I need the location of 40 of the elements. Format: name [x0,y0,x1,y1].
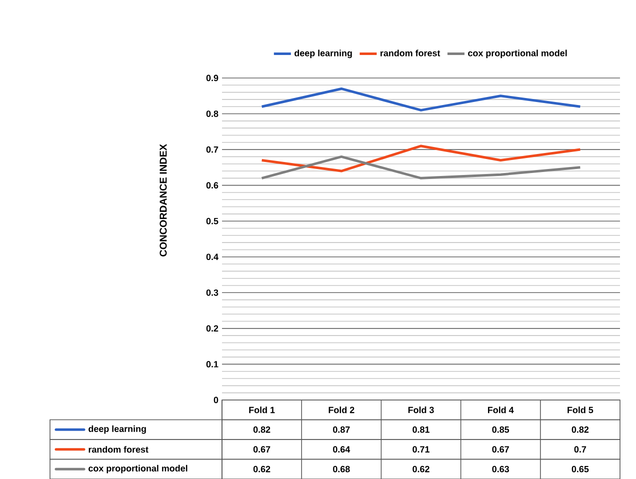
text: cox proportional model [88,464,188,474]
data-label: 0.71 [412,446,430,453]
data-label: 0.81 [412,426,430,433]
x-tick-label: Fold 1 [249,406,275,414]
text: deep learning [88,425,146,434]
y-tick-label: 0.1 [206,361,218,368]
data-label: 0.87 [333,426,350,433]
data-label: 0.67 [253,446,270,453]
data-label: 0.62 [412,466,430,472]
data-label: 0.82 [253,426,270,433]
y-tick-label: 0.2 [206,325,218,332]
y-tick-label: 0.5 [206,218,218,224]
line-series [260,155,582,180]
x-tick-label: Fold 5 [568,406,594,414]
x-tick-label: Fold 3 [408,406,434,414]
y-tick-label: 0.4 [206,254,218,260]
data-label: 0.64 [333,446,350,453]
y-tick-label: 0 [214,396,218,404]
y-axis-title: CONCORDANCE INDEX [160,144,167,256]
data-label: 0.85 [492,426,510,433]
line-series [260,87,582,112]
legend-label: random forest [380,50,440,56]
y-tick-label: 0.7 [206,146,218,153]
line-series [260,144,582,172]
legend-label: deep learning [294,50,352,58]
x-tick-label: Fold 4 [488,406,514,414]
data-label: 0.7 [574,446,586,453]
data-label: 0.82 [572,426,589,433]
data-label: 0.68 [333,466,350,472]
y-tick-label: 0.6 [206,182,218,188]
data-label: 0.63 [492,466,509,472]
y-tick-label: 0.3 [206,289,218,296]
data-label: 0.62 [253,466,270,472]
y-tick-label: 0.9 [206,74,218,82]
data-label: 0.67 [492,446,509,453]
legend-label: cox proportional model [468,50,567,58]
text: random forest [88,446,148,453]
data-label: 0.65 [572,466,589,472]
y-tick-label: 0.8 [206,110,218,117]
x-tick-label: Fold 2 [328,406,354,414]
